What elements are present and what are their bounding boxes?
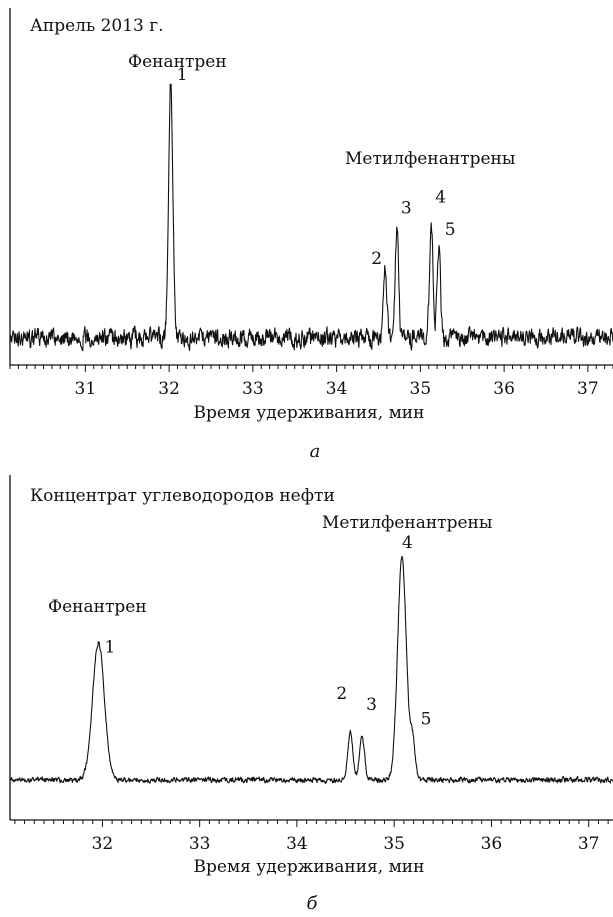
panel-b: Концентрат углеводородов нефти 32 33 34 35 3…: [9, 475, 613, 914]
panel-b-tick-labels: 32 33 34 35 36 37: [92, 834, 600, 854]
panel-a-x-axis-label: Время удерживания, мин: [194, 403, 425, 423]
peak-label-1: 1: [105, 637, 116, 657]
panel-a-peak-labels: 1 2 3 4 5: [177, 65, 456, 269]
panel-a-phenanthrene-label: Фенантрен: [128, 52, 227, 72]
peak-label-5: 5: [445, 220, 456, 240]
panel-a-methylphenanthrenes-label: Метилфенантрены: [345, 149, 515, 169]
x-tick-label: 32: [92, 834, 114, 854]
peak-label-4: 4: [435, 187, 446, 207]
peak-label-3: 3: [366, 695, 377, 715]
peak-label-5: 5: [421, 709, 432, 729]
panel-a-trace: [9, 83, 613, 352]
peak-label-3: 3: [401, 199, 412, 219]
panel-b-caption: б: [307, 893, 319, 914]
x-tick-label: 37: [577, 379, 599, 399]
peak-label-2: 2: [371, 249, 382, 269]
x-tick-label: 35: [383, 834, 405, 854]
panel-b-methylphenanthrenes-label: Метилфенантрены: [322, 513, 492, 533]
peak-label-1: 1: [177, 65, 188, 85]
panel-a-ticks: [9, 365, 613, 372]
peak-label-4: 4: [402, 533, 413, 553]
peak-label-2: 2: [336, 684, 347, 704]
panel-b-phenanthrene-label: Фенантрен: [48, 597, 147, 617]
panel-b-trace: [9, 555, 613, 785]
x-tick-label: 37: [578, 834, 600, 854]
panel-a-tick-labels: 31 32 33 34 35 36 37: [75, 379, 599, 399]
x-tick-label: 33: [189, 834, 211, 854]
x-tick-label: 32: [158, 379, 180, 399]
x-tick-label: 31: [75, 379, 97, 399]
panel-b-title: Концентрат углеводородов нефти: [30, 486, 335, 506]
panel-a-title: Апрель 2013 г.: [30, 16, 164, 36]
x-tick-label: 34: [286, 834, 308, 854]
x-tick-label: 34: [326, 379, 348, 399]
x-tick-label: 36: [493, 379, 515, 399]
x-tick-label: 36: [481, 834, 503, 854]
panel-b-x-axis-label: Время удерживания, мин: [194, 857, 425, 877]
panel-b-ticks: [14, 820, 609, 827]
x-tick-label: 35: [410, 379, 432, 399]
x-tick-label: 33: [242, 379, 264, 399]
panel-a-caption: а: [310, 441, 321, 462]
